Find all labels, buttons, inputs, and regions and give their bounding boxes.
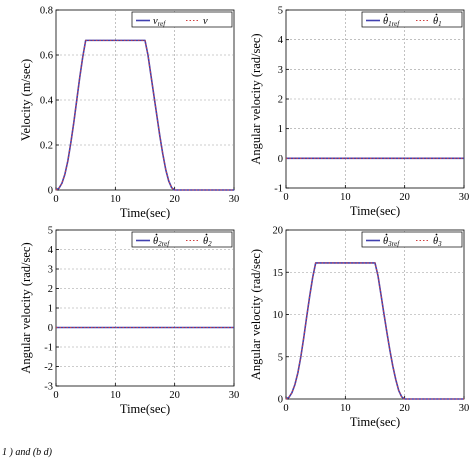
y-tick-label: 0.8 xyxy=(40,6,53,17)
y-tick-label: 3 xyxy=(48,265,53,276)
legend: vref v xyxy=(131,11,233,28)
y-tick-label: 2 xyxy=(48,284,53,295)
legend: θ1ref θ1 xyxy=(361,11,463,28)
x-tick-label: 20 xyxy=(169,194,180,205)
legend-dot-accent xyxy=(385,13,388,16)
x-axis-label: Time(sec) xyxy=(350,415,400,429)
series-line-theta3 xyxy=(285,262,464,400)
legend-dot-accent xyxy=(155,233,158,236)
x-tick-label: 30 xyxy=(229,194,240,205)
y-tick-label: 20 xyxy=(273,226,284,237)
subplot-3: 0 10 20 30 -3 -2 -1 0 1 2 3 4 5 Time(sec) Angular velo… xyxy=(19,226,239,417)
y-tick-label: 15 xyxy=(273,268,284,279)
x-tick-label: 20 xyxy=(399,192,410,203)
y-axis-label: Velocity (m/sec) xyxy=(19,59,33,141)
y-tick-label: -2 xyxy=(44,362,53,373)
legend-entry-label: vref xyxy=(153,16,166,28)
subplot-1: 0 10 20 30 0 0.2 0.4 0.6 0.8 Time(sec) Velocity (m… xyxy=(19,6,239,221)
legend-box xyxy=(131,11,233,28)
legend-dot-accent xyxy=(385,233,388,236)
x-tick-label: 10 xyxy=(110,194,121,205)
x-tick-label: 10 xyxy=(340,403,351,414)
y-tick-label: 0 xyxy=(48,323,53,334)
figure-caption: 1 ) and (b d) xyxy=(2,447,52,458)
x-tick-label: 0 xyxy=(283,403,288,414)
y-tick-label: 1 xyxy=(48,304,53,315)
x-axis-label: Time(sec) xyxy=(350,204,400,218)
x-tick-label: 30 xyxy=(229,390,240,401)
y-tick-label: 5 xyxy=(48,226,53,237)
legend-dot-accent xyxy=(205,233,208,236)
y-tick-label: 0 xyxy=(278,154,283,165)
x-tick-label: 0 xyxy=(53,194,58,205)
legend-entry-label: θ2 xyxy=(203,236,212,248)
y-tick-label: 0.4 xyxy=(40,96,54,107)
x-tick-label: 10 xyxy=(110,390,121,401)
y-tick-label: 5 xyxy=(278,6,283,17)
y-tick-label: 10 xyxy=(273,310,284,321)
legend: θ3ref θ3 xyxy=(361,231,463,248)
x-tick-label: 30 xyxy=(459,403,470,414)
y-tick-label: 0 xyxy=(48,186,53,197)
y-axis-label: Angular velocity (rad/sec) xyxy=(249,33,263,164)
y-tick-label: 3 xyxy=(278,65,283,76)
legend-box xyxy=(361,231,463,248)
y-tick-label: -1 xyxy=(44,343,53,354)
y-tick-label: 5 xyxy=(278,352,283,363)
legend-entry-label: v xyxy=(203,16,208,27)
y-tick-label: 0.6 xyxy=(40,51,53,62)
y-tick-label: 1 xyxy=(278,124,283,135)
x-tick-label: 30 xyxy=(459,192,470,203)
legend-box xyxy=(361,11,463,28)
legend-box xyxy=(131,231,233,248)
x-axis-label: Time(sec) xyxy=(120,206,170,220)
series-line-v xyxy=(55,39,234,191)
y-tick-label: 0.2 xyxy=(40,141,53,152)
legend-entry-label: θ2ref xyxy=(153,236,170,248)
legend-entry-label: θ1ref xyxy=(383,16,400,28)
x-tick-label: 10 xyxy=(340,192,351,203)
legend-dot-accent xyxy=(435,233,438,236)
y-tick-label: 2 xyxy=(278,95,283,106)
y-tick-label: -1 xyxy=(274,184,283,195)
legend: θ2ref θ2 xyxy=(131,231,233,248)
x-axis-label: Time(sec) xyxy=(120,402,170,416)
y-tick-label: 4 xyxy=(48,245,54,256)
legend-dot-accent xyxy=(435,13,438,16)
y-axis-label: Angular velocity (rad/sec) xyxy=(19,242,33,373)
x-tick-label: 20 xyxy=(169,390,180,401)
legend-entry-label: θ3 xyxy=(433,236,442,248)
x-tick-label: 0 xyxy=(283,192,288,203)
y-tick-label: -3 xyxy=(44,382,53,393)
y-tick-label: 4 xyxy=(278,35,284,46)
x-tick-label: 0 xyxy=(53,390,58,401)
x-tick-label: 20 xyxy=(399,403,410,414)
legend-entry-label: θ1 xyxy=(433,16,442,28)
y-tick-label: 0 xyxy=(278,395,283,406)
y-axis-label: Angular velocity (rad/sec) xyxy=(249,249,263,380)
legend-entry-label: θ3ref xyxy=(383,236,400,248)
